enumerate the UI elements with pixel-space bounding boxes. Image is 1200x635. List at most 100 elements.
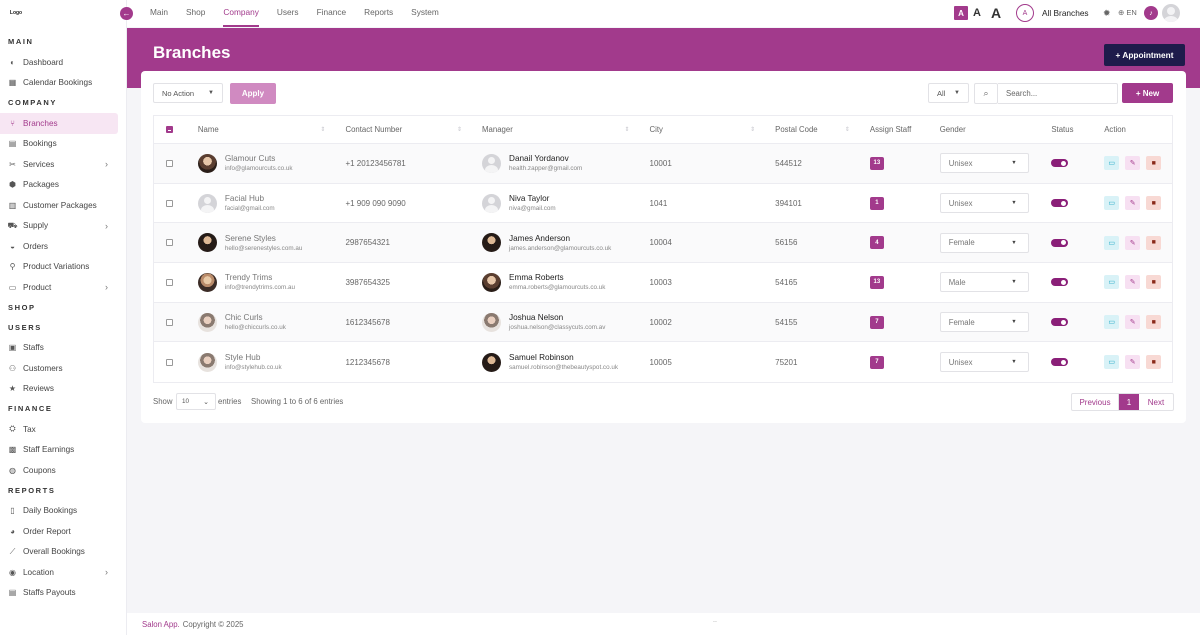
tab-company[interactable]: Company [223, 0, 259, 27]
branch-selector[interactable]: All Branches [1042, 8, 1089, 18]
tab-system[interactable]: System [411, 7, 439, 17]
sidebar-item-customer-packages[interactable]: ▥ Customer Packages [0, 195, 127, 216]
bell-icon[interactable]: ♪ [1144, 6, 1158, 20]
app-logo[interactable]: Logo [9, 10, 23, 16]
tab-main[interactable]: Main [150, 7, 168, 17]
sidebar-item-reviews[interactable]: ★ Reviews [0, 379, 127, 400]
gender-select[interactable]: Unisex ▼ [939, 352, 1029, 373]
column-header-manager[interactable]: Manager ⇕ [470, 116, 637, 143]
staff-count-badge[interactable]: 7 [869, 315, 884, 329]
delete-icon[interactable]: ■ [1146, 156, 1162, 171]
sidebar-item-customers[interactable]: ⚇ Customers [0, 358, 127, 379]
sidebar-item-orders[interactable]: ◒ Orders [0, 236, 127, 257]
delete-icon[interactable]: ■ [1146, 196, 1162, 211]
sidebar-item-calendar-bookings[interactable]: ▦ Calendar Bookings [0, 73, 127, 94]
sidebar-item-staff-earnings[interactable]: ▩ Staff Earnings [0, 440, 127, 461]
page-size-select[interactable]: 10 ⌄ [176, 393, 216, 410]
status-toggle[interactable] [1051, 318, 1069, 327]
edit-icon[interactable]: ✎ [1125, 235, 1141, 250]
column-header-postal-code[interactable]: Postal Code ⇕ [763, 116, 858, 143]
gear-icon[interactable]: ✹ [1103, 8, 1111, 18]
gender-select[interactable]: Female ▼ [939, 312, 1029, 333]
search-input[interactable] [998, 83, 1118, 104]
branch-name[interactable]: Glamour Cuts [224, 154, 276, 164]
sidebar-item-branches[interactable]: ⑂ Branches [0, 113, 118, 134]
tab-finance[interactable]: Finance [316, 7, 347, 17]
sidebar-item-dashboard[interactable]: ◐ Dashboard [0, 52, 127, 73]
edit-icon[interactable]: ✎ [1125, 196, 1141, 211]
previous-page-button[interactable]: Previous [1072, 394, 1119, 410]
row-checkbox[interactable] [166, 358, 174, 366]
column-header-city[interactable]: City ⇕ [638, 116, 764, 143]
status-toggle[interactable] [1051, 278, 1069, 287]
gender-select[interactable]: Female ▼ [939, 232, 1029, 253]
new-branch-button[interactable]: + New [1122, 83, 1173, 103]
tab-shop[interactable]: Shop [185, 7, 206, 17]
branch-name[interactable]: Chic Curls [224, 313, 263, 323]
sidebar-item-bookings[interactable]: ▤ Bookings [0, 134, 127, 155]
sidebar-item-staffs-payouts[interactable]: ▤ Staffs Payouts [0, 583, 127, 604]
sidebar-item-location[interactable]: ◉ Location › [0, 562, 127, 583]
collapse-sidebar-button[interactable]: ← [120, 7, 133, 20]
row-checkbox[interactable] [166, 278, 174, 286]
sidebar-item-packages[interactable]: ⬢ Packages [0, 175, 127, 196]
add-appointment-button[interactable]: + Appointment [1104, 44, 1185, 66]
tab-users[interactable]: Users [276, 7, 299, 17]
delete-icon[interactable]: ■ [1146, 235, 1162, 250]
branch-avatar[interactable]: A [1016, 4, 1034, 22]
delete-icon[interactable]: ■ [1146, 315, 1162, 330]
staff-count-badge[interactable]: 7 [869, 355, 884, 369]
edit-icon[interactable]: ✎ [1125, 275, 1141, 290]
user-avatar[interactable] [1162, 4, 1180, 22]
branch-name[interactable]: Facial Hub [224, 194, 265, 204]
staff-count-badge[interactable]: 4 [869, 236, 884, 250]
bulk-action-select[interactable]: No Action ▼ [153, 83, 223, 103]
sidebar-item-staffs[interactable]: ▣ Staffs [0, 338, 127, 359]
sidebar-item-order-report[interactable]: ◕ Order Report [0, 521, 127, 542]
font-size-small-button[interactable]: A [954, 6, 968, 20]
view-icon[interactable]: ▭ [1104, 275, 1120, 290]
font-size-large-button[interactable]: A [991, 5, 1002, 21]
tab-reports[interactable]: Reports [364, 7, 394, 17]
view-icon[interactable]: ▭ [1104, 156, 1120, 171]
view-icon[interactable]: ▭ [1104, 355, 1120, 370]
sidebar-item-coupons[interactable]: ◍ Coupons [0, 460, 127, 481]
row-checkbox[interactable] [166, 199, 174, 207]
search-icon[interactable]: ⌕ [974, 83, 998, 104]
sidebar-item-product-variations[interactable]: ⚲ Product Variations [0, 257, 127, 278]
gender-select[interactable]: Unisex ▼ [939, 193, 1029, 214]
branch-name[interactable]: Style Hub [224, 353, 261, 363]
page-1-button[interactable]: 1 [1119, 394, 1139, 410]
row-checkbox[interactable] [166, 239, 174, 247]
staff-count-badge[interactable]: 13 [869, 156, 884, 170]
filter-select[interactable]: All ▼ [928, 83, 969, 103]
staff-count-badge[interactable]: 13 [869, 275, 884, 289]
column-header-name[interactable]: Name ⇕ [186, 116, 334, 143]
staff-count-badge[interactable]: 1 [869, 196, 884, 210]
column-header-contact-number[interactable]: Contact Number ⇕ [333, 116, 470, 143]
branch-name[interactable]: Trendy Trims [224, 273, 273, 283]
view-icon[interactable]: ▭ [1104, 196, 1120, 211]
branch-name[interactable]: Serene Styles [224, 233, 276, 243]
gender-select[interactable]: Unisex ▼ [939, 153, 1029, 174]
status-toggle[interactable] [1051, 358, 1069, 367]
status-toggle[interactable] [1051, 159, 1069, 168]
apply-button[interactable]: Apply [230, 83, 276, 104]
sidebar-item-services[interactable]: ✂ Services › [0, 154, 127, 175]
view-icon[interactable]: ▭ [1104, 315, 1120, 330]
edit-icon[interactable]: ✎ [1125, 355, 1141, 370]
select-all-checkbox[interactable] [166, 126, 174, 133]
status-toggle[interactable] [1051, 238, 1069, 247]
edit-icon[interactable]: ✎ [1125, 315, 1141, 330]
sidebar-item-product[interactable]: ▭ Product › [0, 277, 127, 298]
sidebar-item-tax[interactable]: ⛭ Tax [0, 419, 127, 440]
language-selector[interactable]: ⊕ EN [1118, 8, 1137, 17]
delete-icon[interactable]: ■ [1146, 275, 1162, 290]
row-checkbox[interactable] [166, 318, 174, 326]
gender-select[interactable]: Male ▼ [939, 272, 1029, 293]
sidebar-item-supply[interactable]: ⛟ Supply › [0, 216, 127, 237]
edit-icon[interactable]: ✎ [1125, 156, 1141, 171]
delete-icon[interactable]: ■ [1146, 355, 1162, 370]
font-size-medium-button[interactable]: A [973, 7, 981, 19]
footer-brand-link[interactable]: Salon App. [142, 619, 180, 629]
